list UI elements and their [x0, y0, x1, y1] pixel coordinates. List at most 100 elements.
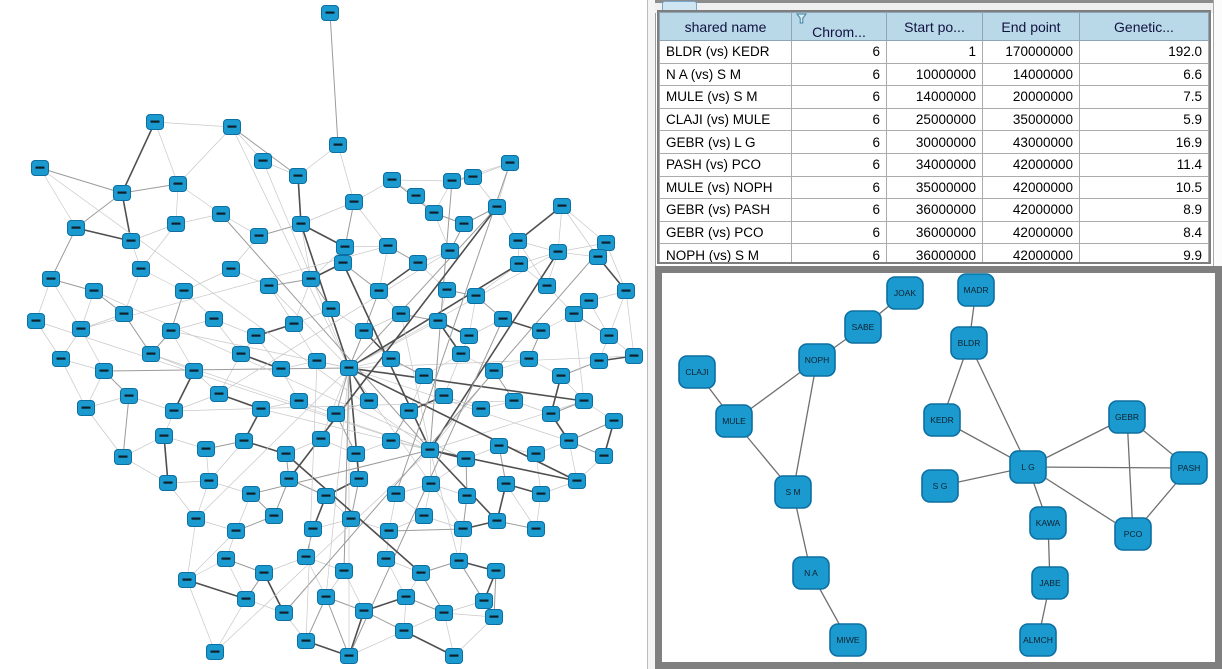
network-node[interactable]: JABE	[1031, 566, 1069, 600]
network-edge[interactable]	[103, 367, 350, 372]
cell-value[interactable]: 6	[791, 220, 887, 245]
network-node[interactable]	[162, 323, 180, 339]
network-node[interactable]	[360, 393, 378, 409]
network-node[interactable]	[580, 293, 598, 309]
network-node[interactable]	[494, 311, 512, 327]
network-node[interactable]	[327, 406, 345, 422]
network-node[interactable]	[441, 243, 459, 259]
cell-value[interactable]: 35000000	[982, 107, 1080, 132]
cell-value[interactable]: 6	[791, 40, 887, 64]
cell-value[interactable]: 42000000	[982, 152, 1080, 177]
network-node[interactable]	[605, 413, 623, 429]
network-node[interactable]	[485, 363, 503, 379]
table-row[interactable]: BLDR (vs) KEDR 6 1 170000000 192.0	[659, 40, 1209, 64]
network-node[interactable]	[77, 400, 95, 416]
network-edge[interactable]	[325, 367, 350, 598]
cell-value[interactable]: 34000000	[886, 152, 983, 177]
network-node[interactable]	[205, 311, 223, 327]
network-node[interactable]: S M	[774, 475, 812, 509]
network-node[interactable]	[321, 5, 339, 21]
network-node[interactable]	[317, 488, 335, 504]
network-node[interactable]	[415, 508, 433, 524]
network-edge[interactable]	[305, 360, 318, 642]
network-node[interactable]	[501, 155, 519, 171]
network-node[interactable]: SABE	[844, 310, 882, 344]
network-node[interactable]	[472, 401, 490, 417]
table-scrollbar[interactable]	[1213, 0, 1222, 266]
network-node[interactable]	[159, 475, 177, 491]
network-node[interactable]: MULE	[715, 404, 753, 438]
network-node[interactable]	[317, 589, 335, 605]
network-edge[interactable]	[214, 598, 247, 653]
network-node[interactable]	[277, 446, 295, 462]
network-node[interactable]	[532, 323, 550, 339]
network-node[interactable]	[370, 283, 388, 299]
network-edge[interactable]	[561, 205, 599, 258]
network-node[interactable]	[532, 486, 550, 502]
network-node[interactable]	[407, 188, 425, 204]
network-node[interactable]	[308, 353, 326, 369]
network-node[interactable]	[457, 451, 475, 467]
network-node[interactable]	[297, 549, 315, 565]
network-node[interactable]: KEDR	[923, 403, 961, 437]
network-node[interactable]	[42, 271, 60, 287]
network-node[interactable]	[122, 233, 140, 249]
cell-value[interactable]: 192.0	[1079, 40, 1209, 64]
network-edge[interactable]	[348, 320, 439, 369]
network-node[interactable]: BLDR	[950, 326, 988, 360]
network-node[interactable]: KAWA	[1029, 506, 1067, 540]
cell-value[interactable]: 6	[791, 152, 887, 177]
network-node[interactable]	[590, 353, 608, 369]
network-edge[interactable]	[388, 528, 464, 532]
detail-network-canvas[interactable]: JOAK MADR SABE NOPH BLDR CLAJI KEDR GEBR MULE L G…	[662, 273, 1215, 662]
network-edge[interactable]	[122, 395, 130, 458]
network-node[interactable]	[452, 346, 470, 362]
network-edge[interactable]	[300, 223, 312, 280]
network-node[interactable]	[575, 393, 593, 409]
network-node[interactable]	[67, 220, 85, 236]
network-node[interactable]	[329, 137, 347, 153]
network-node[interactable]: ALMCH	[1019, 623, 1057, 657]
cell-shared-name[interactable]: NOPH (vs) S M	[659, 243, 792, 262]
network-node[interactable]	[488, 513, 506, 529]
network-edge[interactable]	[429, 251, 559, 451]
network-node[interactable]	[435, 388, 453, 404]
network-edge[interactable]	[231, 126, 350, 369]
network-node[interactable]	[255, 565, 273, 581]
network-node[interactable]	[549, 244, 567, 260]
table-row[interactable]: GEBR (vs) PCO 6 36000000 42000000 8.4	[659, 220, 1209, 245]
network-node[interactable]	[72, 321, 90, 337]
network-edge[interactable]	[186, 579, 247, 600]
network-node[interactable]	[200, 473, 218, 489]
network-node[interactable]	[552, 368, 570, 384]
network-node[interactable]	[438, 282, 456, 298]
network-node[interactable]	[227, 523, 245, 539]
cell-value[interactable]: 25000000	[886, 107, 983, 132]
table-row[interactable]: CLAJI (vs) MULE 6 25000000 35000000 5.9	[659, 107, 1209, 132]
network-node[interactable]	[497, 476, 515, 492]
network-edge[interactable]	[348, 367, 585, 402]
cell-value[interactable]: 11.4	[1079, 152, 1209, 177]
network-node[interactable]	[312, 431, 330, 447]
table-row[interactable]: MULE (vs) S M 6 14000000 20000000 7.5	[659, 85, 1209, 109]
network-node[interactable]	[458, 488, 476, 504]
network-node[interactable]: GEBR	[1108, 400, 1146, 434]
cell-value[interactable]: 6	[791, 85, 887, 109]
network-node[interactable]	[487, 563, 505, 579]
network-edge[interactable]	[260, 408, 431, 451]
cell-value[interactable]: 42000000	[982, 175, 1080, 200]
network-edge[interactable]	[39, 167, 123, 194]
network-node[interactable]	[232, 346, 250, 362]
network-node[interactable]	[412, 565, 430, 581]
network-node[interactable]	[260, 278, 278, 294]
table-row[interactable]: PASH (vs) PCO 6 34000000 42000000 11.4	[659, 152, 1209, 177]
network-node[interactable]	[254, 153, 272, 169]
network-node[interactable]	[429, 313, 447, 329]
network-node[interactable]	[113, 185, 131, 201]
network-node[interactable]	[252, 401, 270, 417]
network-edge[interactable]	[121, 121, 156, 194]
network-node[interactable]	[272, 361, 290, 377]
network-edge[interactable]	[968, 342, 1029, 468]
cell-value[interactable]: 6	[791, 243, 887, 262]
network-node[interactable]	[285, 316, 303, 332]
